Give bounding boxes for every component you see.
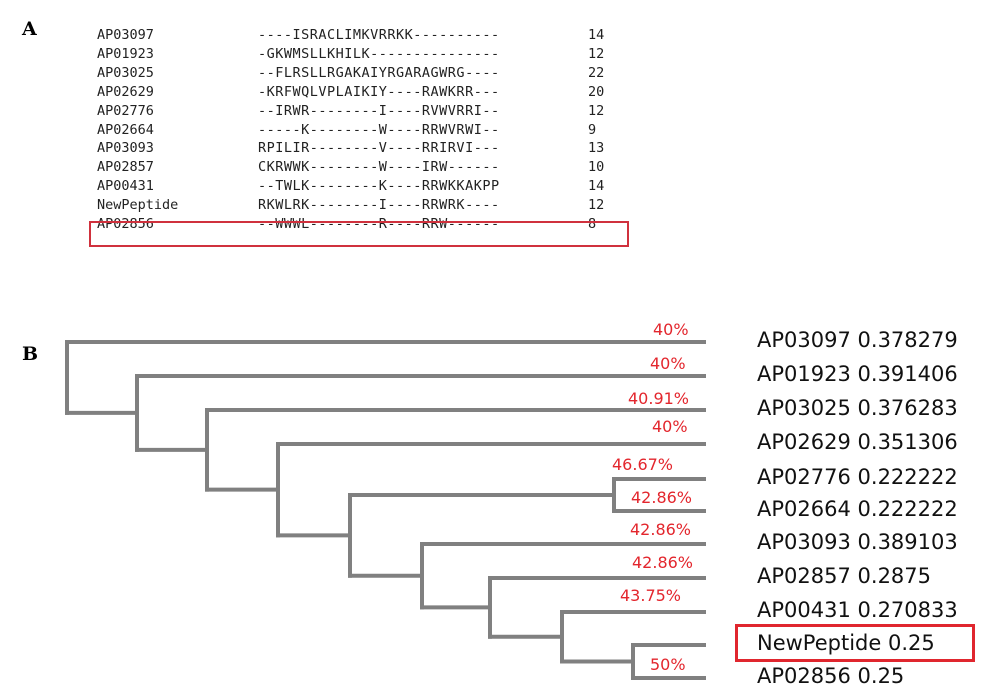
- branch-percentage-label: 50%: [650, 655, 686, 674]
- sequence-length: 14: [588, 178, 605, 195]
- sequence-residues: -KRFWQLVPLAIKIY----RAWKRR---: [258, 83, 500, 100]
- leaf-name: AP02629: [757, 430, 851, 454]
- leaf-value: 0.2875: [857, 564, 932, 588]
- sequence-id: AP03093: [97, 140, 154, 157]
- sequence-length: 13: [588, 140, 605, 157]
- branch-percentage-label: 43.75%: [620, 586, 681, 605]
- branch-percentage-label: 42.86%: [631, 488, 692, 507]
- leaf-name: AP01923: [757, 362, 851, 386]
- branch-percentage-label: 40%: [652, 417, 688, 436]
- branch-percentage-label: 42.86%: [630, 520, 691, 539]
- sequence-id: AP01923: [97, 45, 154, 62]
- sequence-length: 9: [588, 121, 597, 138]
- sequence-residues: --IRWR--------I----RVWVRRI--: [258, 102, 500, 119]
- sequence-residues: --WWWL--------R----RRW------: [258, 216, 500, 232]
- tree-leaf: AP02629 0.351306: [757, 430, 958, 454]
- panel-b-label: B: [22, 343, 39, 365]
- sequence-residues: RPILIR--------V----RRIRVI---: [258, 140, 500, 157]
- leaf-value: 0.25: [857, 664, 905, 688]
- branch-percentage-label: 40%: [653, 320, 689, 339]
- sequence-length: 12: [588, 102, 605, 119]
- newpeptide-alignment-highlight: [89, 221, 629, 247]
- branch-percentage-label: 40%: [650, 354, 686, 373]
- sequence-residues: RKWLRK--------I----RRWRK----: [258, 197, 500, 214]
- leaf-value: 0.222222: [857, 497, 958, 521]
- leaf-name: AP00431: [757, 598, 851, 622]
- leaf-name: AP03093: [757, 530, 851, 554]
- sequence-length: 20: [588, 83, 605, 100]
- sequence-length: 8: [588, 216, 597, 232]
- leaf-value: 0.391406: [857, 362, 958, 386]
- sequence-length: 12: [588, 45, 605, 62]
- tree-leaf: AP00431 0.270833: [757, 598, 958, 622]
- sequence-id: AP02857: [97, 159, 154, 176]
- phylogenetic-tree: 40% 40% 40.91% 40% 46.67% 42.86% 42.86% 42.86% 4…: [65, 320, 706, 680]
- leaf-name: AP02664: [757, 497, 851, 521]
- sequence-id: AP00431: [97, 178, 154, 195]
- sequence-residues: --FLRSLLRGAKAIYRGARAGWRG----: [258, 64, 500, 81]
- newpeptide-tree-highlight: [735, 624, 975, 662]
- branch-percentage-label: 42.86%: [632, 553, 693, 572]
- sequence-id: AP03025: [97, 64, 154, 81]
- leaf-name: NewPeptide: [757, 631, 882, 655]
- sequence-residues: ----ISRACLIMKVRRKK----------: [258, 27, 500, 43]
- tree-leaf: AP02856 0.25: [757, 664, 904, 688]
- sequence-residues: -----K--------W----RRWVRWI--: [258, 121, 500, 138]
- tree-leaf: AP03025 0.376283: [757, 396, 958, 420]
- sequence-length: 14: [588, 27, 605, 43]
- leaf-name: AP03025: [757, 396, 851, 420]
- tree-leaf: AP02664 0.222222: [757, 497, 958, 521]
- tree-leaf: NewPeptide 0.25: [757, 631, 935, 655]
- sequence-residues: -GKWMSLLKHILK---------------: [258, 45, 500, 62]
- leaf-value: 0.389103: [857, 530, 958, 554]
- sequence-id: NewPeptide: [97, 197, 179, 214]
- leaf-value: 0.376283: [857, 396, 958, 420]
- leaf-name: AP02856: [757, 664, 851, 688]
- sequence-id: AP02664: [97, 121, 154, 138]
- tree-leaf: AP03097 0.378279: [757, 328, 958, 352]
- tree-leaf: AP03093 0.389103: [757, 530, 958, 554]
- branch-percentage-label: 40.91%: [628, 389, 689, 408]
- leaf-name: AP03097: [757, 328, 851, 352]
- leaf-name: AP02776: [757, 465, 851, 489]
- leaf-value: 0.25: [887, 631, 935, 655]
- sequence-length: 10: [588, 159, 605, 176]
- leaf-value: 0.378279: [857, 328, 958, 352]
- sequence-id: AP02856: [97, 216, 154, 232]
- sequence-length: 22: [588, 64, 605, 81]
- branch-percentage-label: 46.67%: [612, 455, 673, 474]
- tree-leaf: AP02776 0.222222: [757, 465, 958, 489]
- tree-leaf: AP02857 0.2875: [757, 564, 931, 588]
- leaf-value: 0.222222: [857, 465, 958, 489]
- leaf-value: 0.270833: [857, 598, 958, 622]
- leaf-name: AP02857: [757, 564, 851, 588]
- tree-leaf: AP01923 0.391406: [757, 362, 958, 386]
- sequence-id: AP03097: [97, 27, 154, 43]
- sequence-id: AP02776: [97, 102, 154, 119]
- sequence-id: AP02629: [97, 83, 154, 100]
- sequence-residues: CKRWWK--------W----IRW------: [258, 159, 500, 176]
- leaf-value: 0.351306: [857, 430, 958, 454]
- sequence-residues: --TWLK--------K----RRWKKAKPP: [258, 178, 500, 195]
- sequence-length: 12: [588, 197, 605, 214]
- panel-a-label: A: [22, 18, 37, 40]
